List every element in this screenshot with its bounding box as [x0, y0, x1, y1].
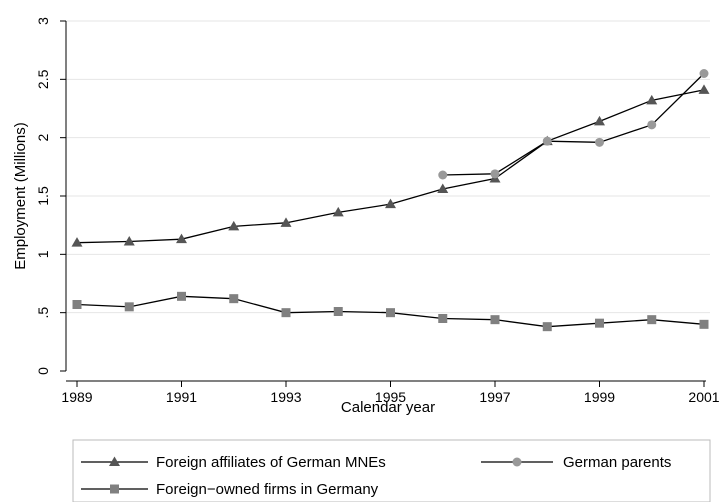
data-point-circle	[438, 170, 448, 180]
x-tick-label: 1991	[166, 389, 197, 405]
y-axis-title: Employment (Millions)	[12, 122, 29, 270]
data-point-square	[72, 300, 82, 309]
series-group	[71, 69, 710, 332]
legend-box	[72, 439, 711, 502]
y-tick-label: 3	[35, 17, 51, 25]
legend-item: Foreign−owned firms in Germany	[81, 481, 379, 498]
data-point-square	[124, 302, 134, 312]
series-circle	[438, 69, 709, 180]
data-point-circle	[542, 136, 552, 146]
data-point-square	[229, 294, 239, 304]
x-tick-label: 2001	[688, 389, 719, 405]
data-point-square	[281, 308, 291, 318]
data-point-circle	[647, 120, 657, 130]
data-point-triangle	[71, 237, 83, 247]
series-triangle	[71, 84, 710, 247]
data-point-triangle	[123, 236, 135, 246]
y-tick-label: 1	[35, 250, 51, 258]
data-point-square	[542, 322, 552, 332]
data-point-triangle	[646, 94, 658, 105]
legend-marker-circle	[512, 457, 522, 467]
x-tick-label: 1995	[375, 389, 406, 405]
data-point-square	[490, 315, 500, 325]
y-tick-label: 2	[35, 134, 51, 142]
data-point-square	[438, 314, 448, 323]
data-point-circle	[699, 69, 709, 78]
data-point-triangle	[385, 198, 396, 209]
legend-label: Foreign−owned firms in Germany	[156, 481, 379, 498]
y-tick-label: .5	[35, 307, 51, 319]
x-tick-label: 1993	[270, 389, 301, 405]
data-point-square	[595, 318, 604, 328]
data-point-triangle	[228, 220, 240, 231]
data-point-triangle	[176, 233, 187, 244]
data-point-triangle	[594, 115, 605, 126]
data-point-triangle	[280, 217, 292, 227]
y-tick-label: 0	[35, 367, 51, 375]
data-point-square	[333, 307, 343, 316]
data-point-square	[386, 308, 395, 318]
data-point-triangle	[437, 183, 449, 193]
data-point-triangle	[332, 206, 344, 217]
legend-label: German parents	[563, 454, 671, 471]
x-tick-label: 1997	[479, 389, 510, 405]
y-tick-label: 1.5	[35, 186, 51, 206]
data-point-square	[177, 291, 186, 301]
data-point-square	[647, 315, 657, 325]
x-tick-label: 1999	[584, 389, 615, 405]
legend-item: Foreign affiliates of German MNEs	[81, 454, 386, 471]
series-square	[72, 291, 709, 332]
data-point-circle	[595, 137, 604, 147]
y-tick-label: 2.5	[35, 69, 51, 89]
x-axis-title: Calendar year	[341, 399, 435, 416]
legend: Foreign affiliates of German MNEs German …	[72, 439, 711, 502]
grid-lines	[66, 20, 710, 314]
data-point-triangle	[698, 84, 710, 94]
series-line	[76, 89, 705, 244]
data-point-square	[699, 319, 709, 329]
legend-item: German parents	[481, 454, 671, 471]
legend-marker-triangle	[109, 456, 120, 466]
legend-marker-square	[110, 484, 119, 494]
x-tick-label: 1989	[61, 389, 92, 405]
series-line	[442, 73, 705, 176]
data-point-circle	[490, 169, 500, 179]
axis-ticks: 0 .5 1 1.5 2 2.5 3 1989 1991 1993 1995 1997 1999 2001	[35, 17, 720, 405]
legend-label: Foreign affiliates of German MNEs	[156, 454, 386, 471]
